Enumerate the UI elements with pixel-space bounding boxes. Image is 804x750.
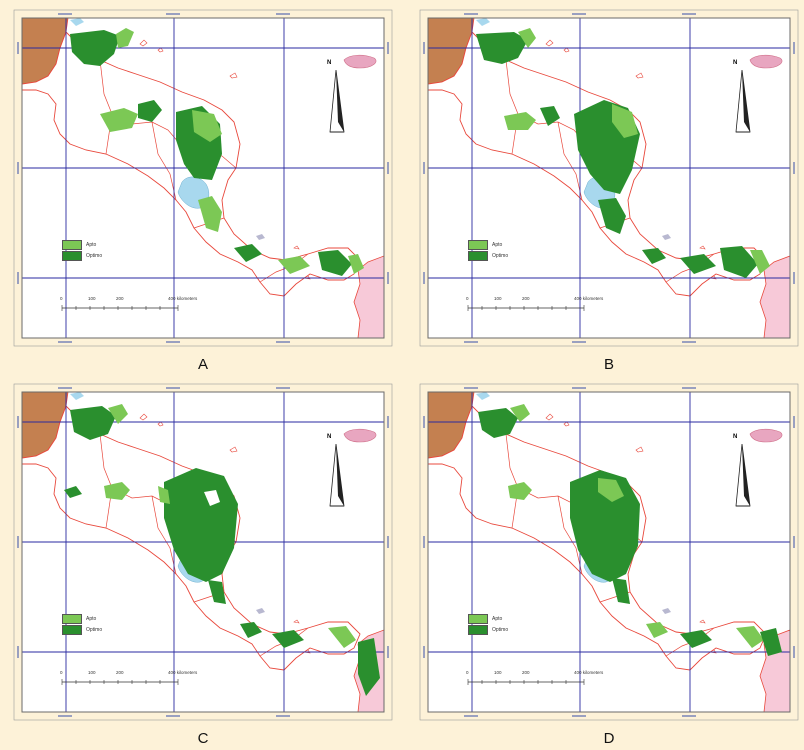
legend-swatch-apto <box>62 239 82 250</box>
legend-label-optimo: Optimo <box>86 252 103 259</box>
legend-item: Optimo <box>468 250 508 261</box>
legend-item: Apto <box>468 239 508 250</box>
scale-tick-400: 400 kilometers <box>168 296 198 301</box>
scale-tick-400: 400 kilometers <box>574 670 604 675</box>
scale-labels: 0 100 200 400 kilometers <box>60 296 197 304</box>
map-panel-b: Apto Optimo 0 100 200 400 kilometers N B <box>414 4 804 376</box>
scale-tick-400: 400 kilometers <box>168 670 198 675</box>
legend-label-apto: Apto <box>86 615 97 622</box>
legend-label-optimo: Optimo <box>492 626 509 633</box>
legend-swatch-optimo <box>468 624 488 635</box>
legend-swatch-apto <box>62 613 82 624</box>
legend-swatch-optimo <box>468 250 488 261</box>
scale-tick-200: 200 <box>522 296 530 301</box>
legend-item: Apto <box>468 613 508 624</box>
legend-swatch-optimo <box>62 624 82 635</box>
scale-tick-0: 0 <box>60 296 63 301</box>
legend: Apto Optimo <box>468 613 508 635</box>
scale-tick-0: 0 <box>60 670 63 675</box>
legend-label-apto: Apto <box>492 241 503 248</box>
north-label: N <box>327 60 332 66</box>
scale-labels: 0 100 200 400 kilometers <box>60 670 197 678</box>
map-c <box>13 383 393 721</box>
map-panel-a: Apto Optimo 0 100 200 400 kilometers N A <box>8 4 398 376</box>
scale-tick-100: 100 <box>88 296 96 301</box>
scale-labels: 0 100 200 400 kilometers <box>466 296 603 304</box>
scale-tick-100: 100 <box>88 670 96 675</box>
legend-item: Optimo <box>62 624 102 635</box>
scale-tick-100: 100 <box>494 296 502 301</box>
panel-label-a: A <box>197 356 208 373</box>
scale-tick-200: 200 <box>116 296 124 301</box>
legend-item: Apto <box>62 239 102 250</box>
legend: Apto Optimo <box>62 613 102 635</box>
suitability-areas-a <box>70 28 364 276</box>
suitability-areas-c <box>64 404 380 696</box>
north-label: N <box>733 60 738 66</box>
suitability-areas-b <box>476 28 770 278</box>
legend-swatch-apto <box>468 613 488 624</box>
legend-label-apto: Apto <box>86 241 97 248</box>
north-label: N <box>733 434 738 440</box>
scale-tick-400: 400 kilometers <box>574 296 604 301</box>
legend: Apto Optimo <box>62 239 102 261</box>
scale-tick-0: 0 <box>466 296 469 301</box>
legend-item: Apto <box>62 613 102 624</box>
scale-labels: 0 100 200 400 kilometers <box>466 670 603 678</box>
map-a <box>13 9 393 347</box>
north-label: N <box>327 434 332 440</box>
scale-tick-200: 200 <box>116 670 124 675</box>
map-b <box>419 9 799 347</box>
map-d <box>419 383 799 721</box>
scale-tick-200: 200 <box>522 670 530 675</box>
scale-tick-100: 100 <box>494 670 502 675</box>
legend-swatch-apto <box>468 239 488 250</box>
scale-tick-0: 0 <box>466 670 469 675</box>
map-panel-d: Apto Optimo 0 100 200 400 kilometers N D <box>414 378 804 750</box>
legend-label-optimo: Optimo <box>492 252 509 259</box>
legend-item: Optimo <box>62 250 102 261</box>
panel-label-d: D <box>603 730 615 747</box>
legend: Apto Optimo <box>468 239 508 261</box>
suitability-areas-d <box>478 404 782 656</box>
legend-label-apto: Apto <box>492 615 503 622</box>
panel-label-b: B <box>603 356 614 373</box>
panel-label-c: C <box>197 730 209 747</box>
map-panel-c: Apto Optimo 0 100 200 400 kilometers N C <box>8 378 398 750</box>
legend-swatch-optimo <box>62 250 82 261</box>
legend-label-optimo: Optimo <box>86 626 103 633</box>
legend-item: Optimo <box>468 624 508 635</box>
